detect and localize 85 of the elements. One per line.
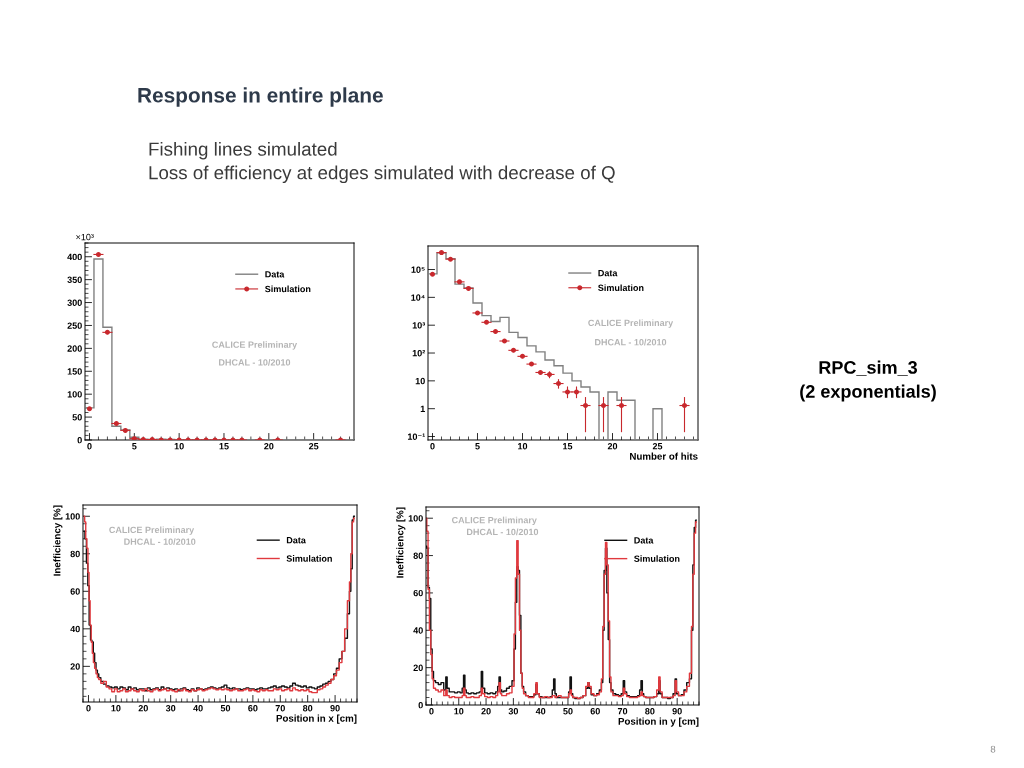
legend-label: Data xyxy=(265,271,285,278)
y-tick-label: 40 xyxy=(413,627,423,634)
legend-label: Data xyxy=(286,537,306,544)
x-tick-label: 50 xyxy=(220,705,231,712)
x-tick-label: 10 xyxy=(454,708,464,715)
y-tick-label: 10⁴ xyxy=(411,294,425,301)
y-tick-label: 150 xyxy=(67,368,82,375)
point xyxy=(429,271,436,277)
x-tick-label: 20 xyxy=(138,705,148,712)
y-tick-label: 1 xyxy=(420,405,425,412)
legend-label: Simulation xyxy=(598,284,644,292)
y-axis-title: ×10³ xyxy=(76,233,94,241)
y-tick-label: 60 xyxy=(413,589,423,597)
y-tick-label: 100 xyxy=(65,513,80,520)
y-tick-label: 80 xyxy=(413,552,423,559)
x-tick-label: 30 xyxy=(508,708,519,715)
y-tick-label: 10⁻¹ xyxy=(407,433,425,440)
y-tick-label: 350 xyxy=(67,276,82,284)
x-tick-label: 20 xyxy=(264,443,274,450)
text: Response in entire plane xyxy=(138,87,383,107)
x-tick-label: 90 xyxy=(672,708,682,715)
x-tick-label: 50 xyxy=(563,708,573,715)
y-tick-label: 100 xyxy=(67,391,82,398)
x-tick-label: 40 xyxy=(193,705,203,712)
legend-label: Data xyxy=(634,537,654,544)
y-tick-label: 50 xyxy=(72,414,82,421)
x-tick-label: 0 xyxy=(429,708,434,715)
annotation: CALICE Preliminary xyxy=(109,526,195,535)
x-axis-title: Position in x [cm] xyxy=(276,714,357,724)
y-tick-label: 200 xyxy=(67,345,82,352)
x-tick-label: 20 xyxy=(607,443,618,450)
x-tick-label: 0 xyxy=(87,443,92,450)
legend-label: Data xyxy=(598,269,618,277)
x-tick-label: 70 xyxy=(617,708,628,715)
x-tick-label: 60 xyxy=(248,705,258,712)
y-tick-label: 10⁵ xyxy=(411,266,425,273)
x-axis-title: Number of hits xyxy=(630,452,698,460)
text: RPC_sim_3 (2 exponentials) xyxy=(800,360,936,402)
x-tick-label: 30 xyxy=(165,705,176,712)
x-tick-label: 15 xyxy=(563,443,573,450)
legend-label: Simulation xyxy=(286,555,332,562)
y-tick-label: 10³ xyxy=(412,322,426,329)
x-tick-label: 70 xyxy=(275,705,285,712)
x-tick-label: 10 xyxy=(111,705,121,712)
y-tick-label: 250 xyxy=(67,322,82,329)
x-tick-label: 40 xyxy=(535,708,546,715)
y-tick-label: 20 xyxy=(70,663,80,670)
y-tick-label: 10 xyxy=(415,377,425,385)
x-tick-label: 90 xyxy=(330,705,340,712)
text: Fishing lines simulated Loss of efficiency at edges simulated with decrease of Q xyxy=(149,142,615,184)
x-tick-label: 80 xyxy=(302,705,313,712)
y-tick-label: 400 xyxy=(67,253,82,261)
x-axis-title: Position in y [cm] xyxy=(618,717,699,727)
x-tick-label: 0 xyxy=(86,705,91,712)
y-tick-label: 40 xyxy=(70,625,80,633)
x-tick-label: 5 xyxy=(475,443,480,450)
annotation: DHCAL - 10/2010 xyxy=(595,338,667,346)
x-tick-label: 10 xyxy=(174,443,184,450)
annotation: DHCAL - 10/2010 xyxy=(219,358,291,366)
y-tick-label: 20 xyxy=(413,664,423,671)
legend-label: Simulation xyxy=(265,285,311,293)
annotation: CALICE Preliminary xyxy=(588,319,674,328)
legend-label: Simulation xyxy=(634,555,680,562)
x-tick-label: 5 xyxy=(132,443,137,450)
x-tick-label: 60 xyxy=(590,708,600,715)
y-axis-title: Inefficiency [%] xyxy=(53,505,63,576)
y-tick-label: 60 xyxy=(70,588,80,595)
x-tick-label: 25 xyxy=(308,443,319,450)
x-tick-label: 25 xyxy=(652,443,663,450)
x-tick-label: 20 xyxy=(481,708,491,715)
x-tick-label: 15 xyxy=(219,443,229,450)
annotation: DHCAL - 10/2010 xyxy=(467,528,539,536)
y-tick-label: 100 xyxy=(408,515,423,522)
y-tick-label: 300 xyxy=(67,299,82,306)
y-tick-label: 10² xyxy=(412,349,426,357)
text: 8 xyxy=(990,745,996,753)
annotation: CALICE Preliminary xyxy=(212,341,298,350)
annotation: CALICE Preliminary xyxy=(451,516,537,526)
x-tick-label: 10 xyxy=(518,443,528,450)
x-tick-label: 80 xyxy=(645,708,655,715)
annotation: DHCAL - 10/2010 xyxy=(124,538,196,545)
y-tick-label: 80 xyxy=(70,550,80,558)
x-tick-label: 0 xyxy=(430,443,435,450)
y-axis-title: Inefficiency [%] xyxy=(396,507,406,578)
y-tick-label: 0 xyxy=(77,436,82,444)
